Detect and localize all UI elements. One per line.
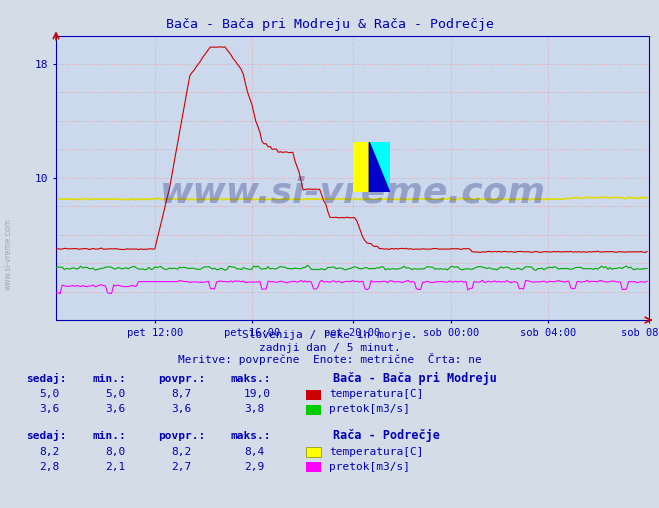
Text: 8,7: 8,7 (171, 389, 192, 399)
Text: sedaj:: sedaj: (26, 373, 67, 384)
Text: temperatura[C]: temperatura[C] (330, 447, 424, 457)
Text: temperatura[C]: temperatura[C] (330, 389, 424, 399)
Text: 5,0: 5,0 (40, 389, 60, 399)
Text: 3,8: 3,8 (244, 404, 264, 415)
Text: maks.:: maks.: (231, 431, 271, 441)
Text: min.:: min.: (92, 374, 126, 384)
Text: www.si-vreme.com: www.si-vreme.com (3, 218, 13, 290)
Text: 5,0: 5,0 (105, 389, 126, 399)
Text: Bača - Bača pri Modreju & Rača - Podrečje: Bača - Bača pri Modreju & Rača - Podrečj… (165, 18, 494, 31)
Text: min.:: min.: (92, 431, 126, 441)
Text: 2,9: 2,9 (244, 462, 264, 472)
Text: Bača - Bača pri Modreju: Bača - Bača pri Modreju (333, 372, 497, 385)
Text: Meritve: povprečne  Enote: metrične  Črta: ne: Meritve: povprečne Enote: metrične Črta:… (178, 353, 481, 365)
Text: zadnji dan / 5 minut.: zadnji dan / 5 minut. (258, 342, 401, 353)
Text: 8,2: 8,2 (40, 447, 60, 457)
Text: povpr.:: povpr.: (158, 374, 206, 384)
Text: 2,7: 2,7 (171, 462, 192, 472)
Polygon shape (369, 142, 389, 192)
Text: 3,6: 3,6 (171, 404, 192, 415)
Text: Slovenija / reke in morje.: Slovenija / reke in morje. (242, 330, 417, 340)
Text: www.si-vreme.com: www.si-vreme.com (159, 175, 546, 209)
Polygon shape (369, 142, 389, 192)
Text: 3,6: 3,6 (40, 404, 60, 415)
Text: 3,6: 3,6 (105, 404, 126, 415)
Text: sedaj:: sedaj: (26, 430, 67, 441)
Text: 8,4: 8,4 (244, 447, 264, 457)
Text: 2,8: 2,8 (40, 462, 60, 472)
Text: Rača - Podrečje: Rača - Podrečje (333, 429, 440, 442)
Text: 8,0: 8,0 (105, 447, 126, 457)
Text: 2,1: 2,1 (105, 462, 126, 472)
Text: 19,0: 19,0 (244, 389, 271, 399)
Text: povpr.:: povpr.: (158, 431, 206, 441)
Text: 8,2: 8,2 (171, 447, 192, 457)
Text: maks.:: maks.: (231, 374, 271, 384)
Text: pretok[m3/s]: pretok[m3/s] (330, 404, 411, 415)
Text: pretok[m3/s]: pretok[m3/s] (330, 462, 411, 472)
